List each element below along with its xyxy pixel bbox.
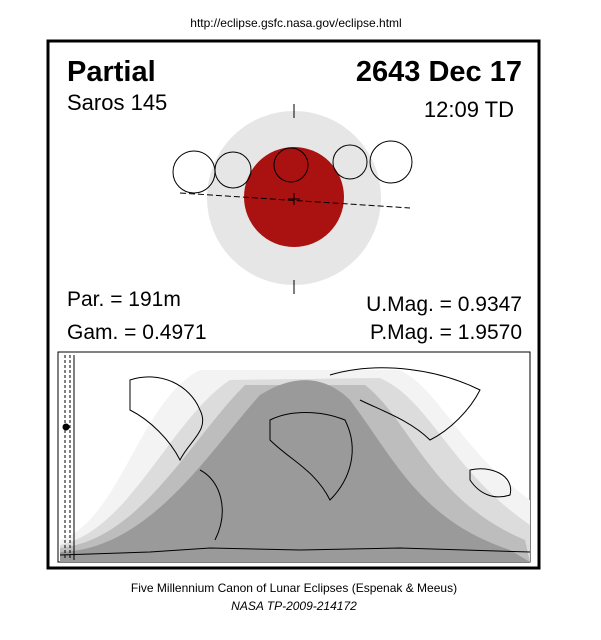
eclipse-date: 2643 Dec 17 (356, 56, 522, 88)
coastline (59, 547, 531, 556)
moon-path (179, 192, 411, 209)
coastline (329, 367, 481, 441)
coastline (469, 468, 512, 498)
eclipse-type: Partial (67, 56, 156, 88)
shadow-diagram (172, 104, 413, 294)
source-url: http://eclipse.gsfc.nasa.gov/eclipse.htm… (190, 16, 401, 30)
footer-reference: NASA TP-2009-214172 (231, 599, 357, 613)
moon-position (214, 151, 252, 189)
coastline (269, 412, 353, 501)
sub-lunar-point (62, 423, 70, 431)
parameter-gam: Gam. = 0.4971 (67, 321, 207, 344)
footer-canon: Five Millennium Canon of Lunar Eclipses … (131, 581, 457, 595)
parameter-par: Par. = 191m (67, 288, 181, 311)
visibility-zone (60, 380, 530, 562)
coastline (199, 469, 223, 541)
moon-position (332, 144, 368, 180)
parameter-pmag: P.Mag. = 1.9570 (370, 321, 522, 344)
moon-position (369, 140, 413, 184)
coastline (129, 376, 204, 462)
moon-position (273, 147, 309, 183)
eclipse-time: 12:09 TD (424, 97, 514, 122)
saros: Saros 145 (67, 90, 167, 115)
visibility-map (57, 351, 531, 563)
parameter-umag: U.Mag. = 0.9347 (366, 293, 522, 316)
